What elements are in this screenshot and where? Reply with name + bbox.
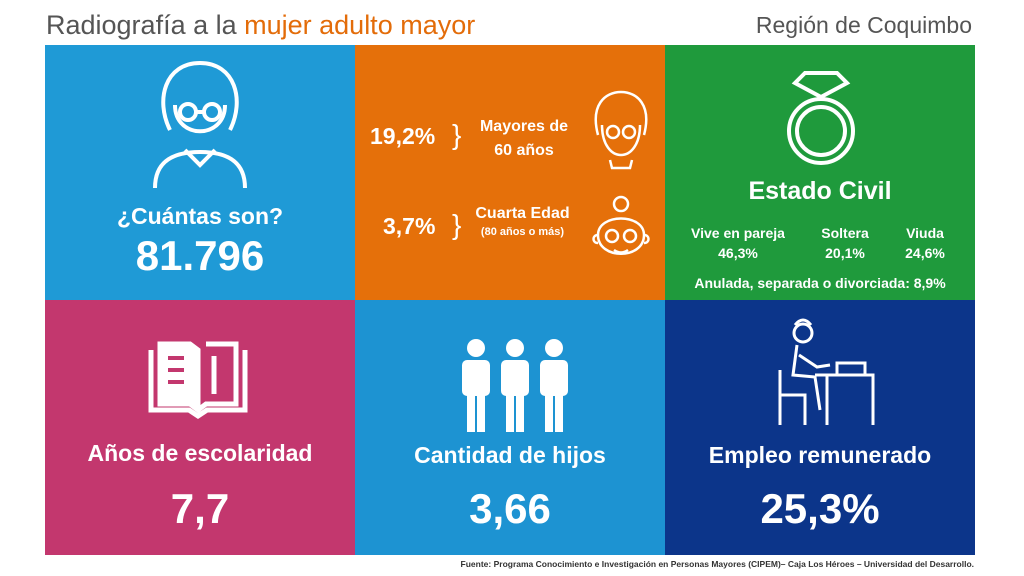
age-60-label: Mayores de 60 años	[472, 115, 576, 163]
title-prefix: Radiografía a la	[46, 10, 245, 40]
ring-icon	[787, 71, 855, 165]
source-note: Fuente: Programa Conocimiento e Investig…	[460, 559, 974, 569]
civil-label: Vive en pareja	[691, 225, 785, 241]
tile-population: ¿Cuántas son? 81.796	[45, 45, 355, 300]
page-title: Radiografía a la mujer adulto mayor	[46, 10, 475, 41]
children-label: Cantidad de hijos	[414, 442, 606, 468]
employment-value: 25,3%	[760, 485, 880, 532]
tile-children: Cantidad de hijos 3,66	[355, 300, 665, 555]
civil-item: Vive en pareja 46,3%	[678, 223, 798, 263]
tile-schooling: Años de escolaridad 7,7	[45, 300, 355, 555]
grandmother-bun-icon	[592, 195, 650, 255]
tile-civil-status: Estado Civil Vive en pareja 46,3% Soltera…	[665, 45, 975, 300]
region-label: Región de Coquimbo	[755, 12, 972, 38]
schooling-label: Años de escolaridad	[87, 440, 313, 466]
civil-value: 24,6%	[905, 245, 945, 261]
civil-label: Viuda	[906, 225, 944, 241]
civil-item: Viuda 24,6%	[890, 223, 960, 263]
age-80-label: Cuarta Edad (80 años o más)	[465, 205, 580, 238]
elderly-woman-icon	[153, 60, 247, 189]
age-60-line1: Mayores de	[479, 118, 569, 135]
open-book-icon	[148, 341, 248, 420]
age-80-line1: Cuarta Edad	[475, 205, 570, 222]
employment-label: Empleo remunerado	[708, 442, 932, 468]
civil-value: 46,3%	[718, 245, 758, 261]
age-80-line2: (80 años o más)	[480, 226, 565, 238]
civil-title: Estado Civil	[748, 177, 892, 205]
civil-label: Soltera	[821, 225, 869, 241]
title-highlight: mujer adulto mayor	[244, 10, 476, 40]
age-60-line2: 60 años	[494, 142, 554, 159]
civil-other: Anulada, separada o divorciada: 8,9%	[694, 275, 946, 291]
civil-value: 20,1%	[825, 245, 865, 261]
age-60-value: 19,2%	[370, 123, 436, 149]
woman-at-desk-icon	[778, 318, 875, 425]
brace: }	[452, 119, 462, 150]
children-value: 3,66	[469, 485, 551, 532]
population-label: ¿Cuántas son?	[116, 203, 284, 229]
population-value: 81.796	[135, 232, 265, 279]
brace: }	[452, 209, 462, 240]
civil-item: Soltera 20,1%	[805, 223, 885, 263]
tile-age: 19,2% } Mayores de 60 años 3,7% } Cuarta …	[355, 45, 665, 300]
tile-employment: Empleo remunerado 25,3%	[665, 300, 975, 555]
people-icon	[462, 339, 568, 432]
age-80-value: 3,7%	[383, 213, 436, 239]
schooling-value: 7,7	[170, 485, 230, 532]
woman-glasses-icon	[594, 90, 648, 170]
